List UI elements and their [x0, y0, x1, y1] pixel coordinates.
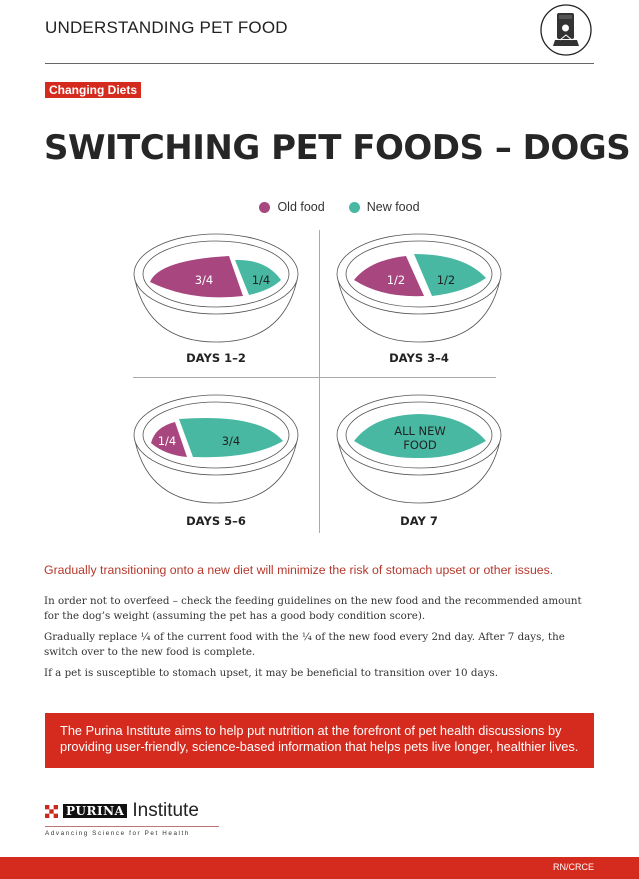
stage-label: DAYS 3–4: [389, 351, 449, 365]
mission-banner: The Purina Institute aims to help put nu…: [45, 713, 594, 768]
legend-item-new: New food: [348, 200, 420, 214]
new-food-portion: [179, 417, 283, 458]
legend-label: Old food: [277, 200, 325, 214]
purina-institute-logo: PURINA Institute Advancing Science for P…: [45, 800, 225, 837]
header-divider: [45, 63, 594, 64]
old-food-portion: [150, 256, 243, 298]
legend: Old food New food: [0, 200, 639, 214]
stage-label: DAYS 1–2: [186, 351, 246, 365]
logo-name: Institute: [132, 800, 199, 821]
new-food-swatch: [348, 201, 360, 213]
new-food-label: FOOD: [403, 438, 437, 452]
paragraph: If a pet is susceptible to stomach upset…: [44, 667, 498, 679]
category-tag: Changing Diets: [45, 82, 142, 98]
new-food-portion: [354, 414, 486, 459]
body-text: In order not to overfeed – check the fee…: [44, 594, 599, 687]
old-food-label: 3/4: [195, 273, 214, 287]
logo-tagline: Advancing Science for Pet Health: [45, 830, 191, 837]
old-food-swatch: [259, 201, 271, 213]
bowl-days-3-4: 1/2 1/2: [336, 233, 502, 343]
footer-bar: RN/CRCE: [0, 857, 639, 879]
new-food-label: 1/4: [252, 273, 271, 287]
quadrant-divider-vertical: [319, 230, 320, 533]
bowl-days-5-6: 1/4 3/4: [133, 394, 299, 504]
bowl-days-1-2: 3/4 1/4: [133, 233, 299, 343]
logo-divider: [45, 826, 219, 827]
stage-label: DAYS 5–6: [186, 514, 246, 528]
logo-brand: PURINA: [63, 804, 128, 818]
new-food-label: 1/2: [437, 273, 456, 287]
old-food-portion: [354, 256, 424, 297]
checkerboard-icon: [45, 804, 58, 818]
pet-food-bag-icon: [540, 4, 592, 56]
new-food-portion: [235, 259, 281, 295]
new-food-label: ALL NEW: [394, 424, 446, 438]
old-food-portion: [151, 422, 187, 457]
page-title: SWITCHING PET FOODS – DOGS: [44, 128, 631, 168]
quadrant-divider-horizontal: [133, 377, 496, 378]
old-food-label: 1/2: [387, 273, 406, 287]
old-food-label: 1/4: [158, 434, 177, 448]
legend-item-old: Old food: [259, 200, 325, 214]
footer-code: RN/CRCE: [552, 862, 594, 872]
new-food-portion: [414, 254, 486, 296]
paragraph: In order not to overfeed – check the fee…: [44, 595, 582, 622]
stage-label: DAY 7: [400, 514, 438, 528]
bowl-day-7: ALL NEW FOOD: [336, 394, 502, 504]
lead-text: Gradually transitioning onto a new diet …: [44, 563, 554, 577]
new-food-label: 3/4: [222, 434, 241, 448]
legend-label: New food: [366, 200, 420, 214]
paragraph: Gradually replace ¼ of the current food …: [44, 631, 565, 658]
section-header: UNDERSTANDING PET FOOD: [45, 18, 288, 37]
